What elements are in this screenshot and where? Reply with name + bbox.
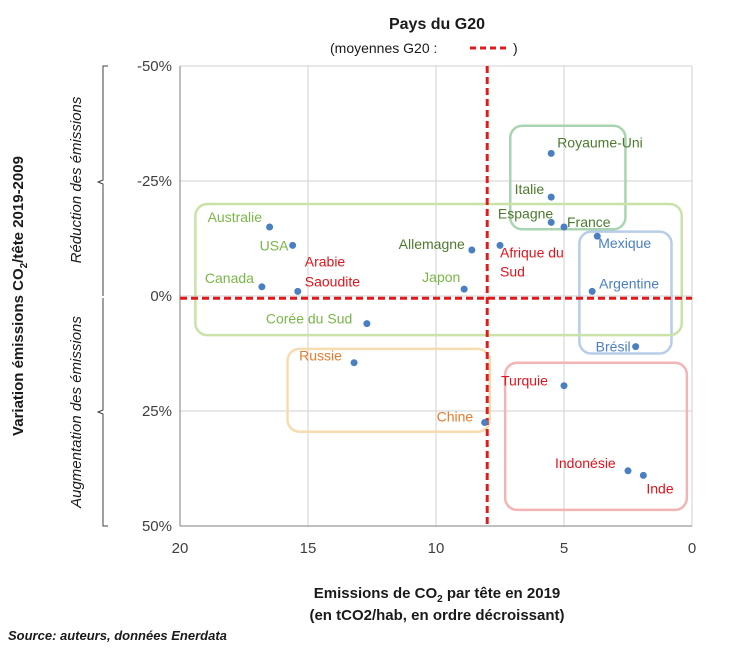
y-tick-25: -25% [137, 173, 172, 190]
y-tick-0: 0% [150, 288, 172, 305]
label-italie: Italie [515, 181, 545, 197]
point-indonesie [624, 467, 632, 475]
label-france: France [567, 214, 611, 230]
point-france [560, 223, 568, 231]
label-chine: Chine [437, 409, 474, 425]
source-note: Source: auteurs, données Enerdata [8, 628, 227, 643]
point-afrique-du [496, 241, 504, 249]
group-boxes [194, 124, 689, 512]
label-afrique-du: Afrique du [500, 244, 564, 260]
label-argentine: Argentine [599, 275, 659, 291]
label-bresil: Brésil [596, 339, 631, 355]
axes: -50% -25% 0% 25% 50%20 15 10 5 0 [137, 58, 696, 557]
point-chine [481, 419, 489, 426]
x-tick-20: 20 [172, 540, 189, 557]
label-usa: USA [260, 237, 289, 253]
point-australie [266, 223, 274, 231]
point-italie [547, 193, 555, 201]
x-axis-title-b: par tête en 2019 [443, 585, 561, 602]
label-mexique: Mexique [598, 235, 651, 251]
g-emerging-box [503, 361, 689, 512]
label-royaume-uni: Royaume-Uni [557, 134, 643, 150]
label-afrique-du-sud-line2: Sud [500, 263, 525, 279]
y-axis-title-b: /tête 2019-2009 [10, 156, 27, 263]
chart-subtitle: (moyennes G20 : [330, 40, 437, 56]
y-axis-title-sub: 2 [19, 262, 30, 268]
y-axis-upper-label: Réduction des émissions [68, 96, 85, 263]
data-points [258, 149, 647, 479]
label-allemagne: Allemagne [399, 236, 465, 252]
reference-lines [180, 66, 692, 526]
label-japon: Japon [422, 269, 460, 285]
point-japon [460, 285, 468, 293]
y-lower-brace [96, 298, 108, 527]
point-canada [258, 283, 266, 291]
y-axis-title-group: Variation émissions CO2/tête 2019-2009 [10, 156, 30, 436]
g-uk-box [508, 124, 627, 231]
point-russie [350, 359, 358, 367]
point-turquie [560, 382, 568, 390]
subtitle-before: (moyennes G20 : [330, 40, 437, 56]
point-labels: Royaume-Uni Italie Espagne France Allemagne A… [205, 134, 674, 496]
point-bresil [632, 343, 640, 351]
x-tick-15: 15 [300, 540, 317, 557]
point-espagne [547, 218, 555, 226]
x-tick-0: 0 [688, 540, 696, 557]
point-inde [639, 471, 647, 479]
label-turquie: Turquie [501, 373, 548, 389]
x-tick-10: 10 [428, 540, 445, 557]
y-axis-title-a: Variation émissions CO [10, 268, 27, 436]
y-tick-25: 25% [142, 403, 172, 420]
g-russia-box [286, 347, 492, 433]
label-arabie-saoudite-line2: Saoudite [305, 273, 360, 289]
point-coree-du-sud [363, 320, 371, 328]
subtitle-after: ) [513, 40, 518, 56]
label-coree-du-sud: Corée du Sud [266, 311, 352, 327]
label-australie: Australie [208, 209, 263, 225]
g-americas-box [578, 230, 673, 355]
point-royaume-uni [547, 149, 555, 157]
y-axis-title: Variation émissions CO2/tête 2019-2009 [10, 156, 30, 436]
g-developed-box [194, 202, 684, 337]
x-axis-title-sub: 2 [437, 594, 443, 605]
y-axis-lower-label: Augmentation des émissions [68, 316, 85, 509]
label-canada: Canada [205, 270, 254, 286]
point-mexique [593, 232, 601, 240]
label-arabie: Arabie [305, 253, 346, 269]
x-axis-title-line2: (en tCO2/hab, en ordre décroissant) [309, 607, 564, 624]
x-axis-title-line1: Emissions de CO2 par tête en 2019 [314, 585, 561, 605]
x-axis-title-a: Emissions de CO [314, 585, 438, 602]
label-indonesie: Indonésie [555, 455, 616, 471]
y-tick-50: 50% [142, 518, 172, 535]
point-usa [289, 241, 297, 249]
label-russie: Russie [299, 348, 342, 364]
y-tick-50: -50% [137, 58, 172, 75]
x-tick-5: 5 [560, 540, 568, 557]
label-espagne: Espagne [498, 205, 553, 221]
y-upper-brace [96, 65, 108, 296]
y-lower-label-group: Augmentation des émissions [68, 316, 85, 509]
point-allemagne [468, 246, 476, 254]
point-arabie [294, 287, 302, 295]
point-argentine [588, 287, 596, 295]
y-upper-label-group: Réduction des émissions [68, 96, 85, 263]
label-inde: Inde [646, 480, 673, 496]
chart-title: Pays du G20 [389, 16, 485, 33]
